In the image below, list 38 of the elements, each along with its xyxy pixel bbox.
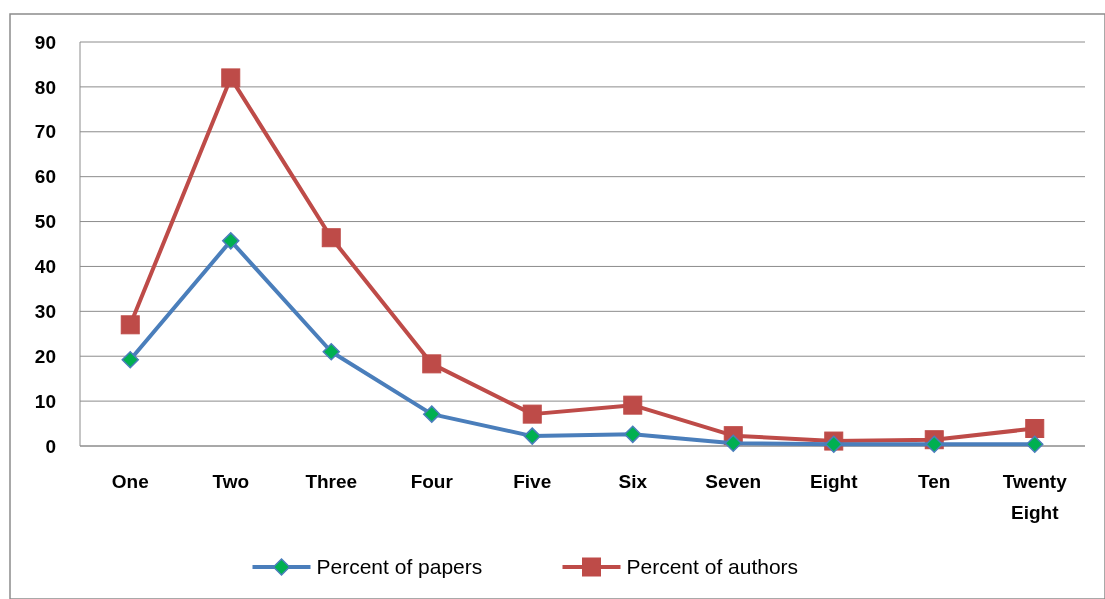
y-tick-label: 10 <box>34 390 56 412</box>
x-tick-label: Two <box>212 471 250 492</box>
x-tick-label: One <box>111 471 149 492</box>
point <box>522 404 542 424</box>
x-tick-label: Five <box>513 471 552 492</box>
point <box>422 354 442 374</box>
legend-label: Percent of papers <box>316 555 483 579</box>
point <box>121 351 139 369</box>
y-tick-label: 60 <box>34 166 56 188</box>
x-tick-label: Three <box>305 471 358 492</box>
x-tick-label: Eight <box>810 471 859 492</box>
point <box>1025 418 1045 438</box>
x-tick-label: Twenty Eight <box>1002 471 1068 523</box>
point <box>523 427 541 445</box>
y-tick-label: 80 <box>34 76 56 98</box>
y-tick-label: 70 <box>34 121 56 143</box>
x-tick-label: Seven <box>705 471 762 492</box>
point <box>623 395 643 415</box>
y-tick-label: 50 <box>34 211 56 233</box>
point <box>221 68 241 88</box>
x-tick-label: Six <box>618 471 648 492</box>
y-tick-label: 90 <box>34 31 56 53</box>
point <box>423 405 441 423</box>
y-tick-label: 30 <box>34 300 56 322</box>
point <box>724 434 742 453</box>
x-tick-label: Four <box>410 471 454 492</box>
point <box>1026 435 1044 453</box>
point <box>120 315 140 335</box>
y-tick-label: 40 <box>34 256 56 278</box>
point <box>222 232 240 250</box>
y-tick-label: 0 <box>45 435 56 457</box>
point <box>322 342 340 361</box>
legend-label: Percent of authors <box>626 555 799 579</box>
point <box>624 425 642 444</box>
y-tick-label: 20 <box>34 345 56 367</box>
point <box>321 228 341 248</box>
x-tick-label: Ten <box>918 471 951 492</box>
point <box>925 435 943 453</box>
